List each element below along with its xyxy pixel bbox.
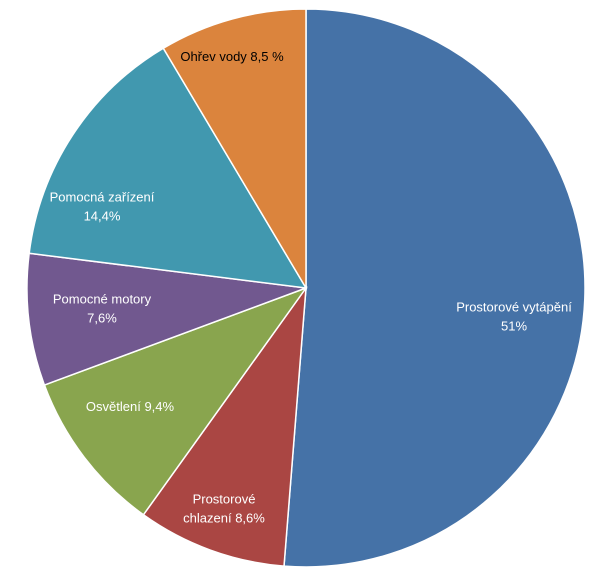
slice-label-line: Pomocné motory [53, 292, 152, 307]
slice-label-line: Pomocná zařízení [50, 190, 155, 205]
slice-label-line: Osvětlení 9,4% [86, 399, 175, 414]
slice-label-1: Prostorové chlazení 8,6% [183, 492, 265, 526]
slice-label-line: Prostorové [193, 492, 256, 507]
slice-label-4: Pomocná zařízení 14,4% [50, 190, 155, 224]
pie-slice-3 [26, 252, 307, 386]
pie-slice-0 [283, 8, 586, 568]
slice-label-2: Osvětlení 9,4% [86, 399, 175, 414]
pie-slice-5 [162, 8, 307, 291]
slice-label-line: chlazení 8,6% [183, 511, 265, 526]
pie-slice-2 [43, 286, 309, 516]
slice-label-line: 7,6% [87, 311, 117, 326]
pie-slice-1 [142, 285, 307, 567]
slice-label-line: Ohřev vody 8,5 % [180, 49, 284, 64]
pie-slice-4 [28, 47, 308, 289]
pie-labels: Prostorové vytápění 51% Prostorové chlazení… [50, 49, 573, 526]
slice-label-line: 14,4% [84, 209, 121, 224]
pie-slices [26, 8, 586, 568]
slice-label-3: Pomocné motory 7,6% [53, 292, 152, 326]
slice-label-line: 51% [501, 319, 527, 334]
slice-label-5: Ohřev vody 8,5 % [180, 49, 284, 64]
slice-label-0: Prostorové vytápění 51% [456, 300, 572, 334]
slice-label-line: Prostorové vytápění [456, 300, 572, 315]
